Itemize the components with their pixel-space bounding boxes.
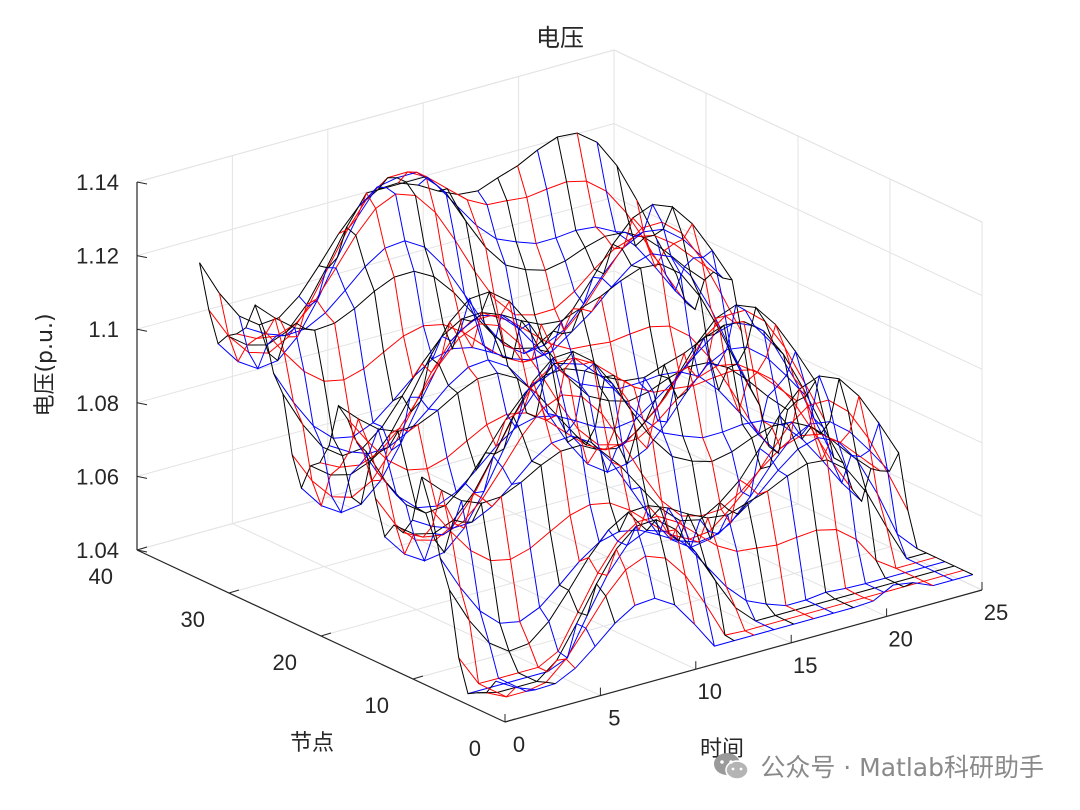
surface-column-line [378,177,676,605]
y-tick [136,546,148,551]
grid-line [136,49,615,183]
surface-column-line [218,293,516,698]
surface-column-line [437,188,735,642]
surface-column-line [556,136,854,609]
z-tick [136,328,148,332]
z-tick-label: 1.14 [76,170,119,195]
grid-line [136,196,615,330]
y-tick-label: 20 [273,650,297,675]
x-tick-label: 5 [608,706,620,731]
grid-line [412,546,891,680]
z-tick [136,255,148,259]
z-tick [136,475,148,479]
y-tick-label: 30 [181,607,205,632]
grid-line [136,270,615,404]
surface-column-line [199,262,497,695]
grid-line [136,417,615,551]
y-tick [504,718,516,723]
z-axis-label: 电压(p.u.) [33,313,58,416]
z-tick-label: 1.08 [76,391,119,416]
chart-axes [136,181,983,723]
y-axis-label: 节点 [290,731,334,756]
surface-column-line [477,190,775,631]
z-tick-label: 1.12 [76,244,119,269]
grid-line [320,503,799,637]
surface-column-line [497,177,795,625]
voltage-surface [199,132,973,698]
y-tick [412,675,424,680]
z-tick [136,181,148,185]
surface-column-line [536,149,834,614]
x-tick-label: 0 [513,732,525,757]
chart-title: 电压 [536,24,584,52]
watermark-text: 公众号 · Matlab科研助手 [760,753,1044,782]
y-tick [228,589,240,594]
x-tick-label: 15 [793,653,817,678]
surface-column-line [278,298,576,673]
surface-column-line [596,142,894,593]
surface-row-line [347,309,826,471]
surface-column-line [656,238,954,581]
watermark: 公众号 · Matlab科研助手 [712,748,1044,784]
surface-row-line [477,519,955,694]
surface-column-line [318,226,616,624]
surface-column-line [238,315,536,692]
surface-column-line [397,171,695,625]
grid-line [136,343,615,477]
wechat-icon [714,753,750,780]
surface-row-line [449,459,927,652]
y-tick-label: 40 [89,564,113,589]
chart-tick-labels: 0 5 10 15 20 25 0 10 20 30 401.04 1.06 1.08 1.1 1.12 1.… [76,170,1008,761]
surface-column-line [636,199,934,587]
surface-column-line [338,191,636,606]
surface-row-line [301,314,779,514]
surface-column-line [358,186,656,599]
z-tick [136,402,148,406]
z-tick [136,549,148,553]
x-tick-label: 10 [698,679,722,704]
y-tick [320,632,332,637]
y-tick-label: 0 [469,736,481,761]
surface-column-line [298,266,596,659]
z-tick-label: 1.06 [76,464,119,489]
surface-row-line [412,421,890,549]
x-tick-label: 25 [984,600,1008,625]
surface-column-line [517,165,814,620]
x-axis-line [504,589,983,723]
z-tick-label: 1.1 [88,317,119,342]
grid-line [613,49,983,223]
x-tick-label: 20 [888,626,912,651]
surface-column-line [258,322,556,685]
y-tick-label: 10 [365,693,389,718]
surface-column-line [676,271,973,576]
surface-column-line [616,165,914,588]
z-tick-label: 1.04 [76,538,119,563]
